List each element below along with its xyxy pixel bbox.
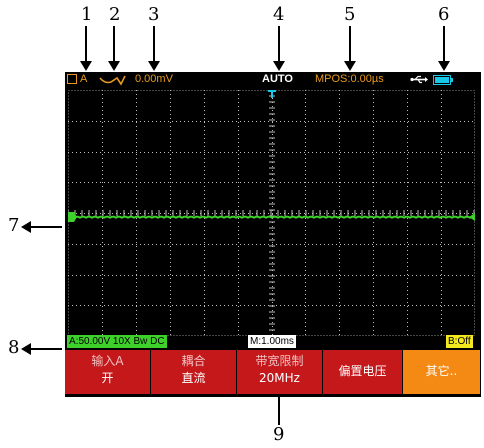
menu-coupling[interactable]: 耦合 直流 — [151, 349, 237, 394]
callout-2-arrow — [108, 26, 120, 71]
menu-bandwidth-limit[interactable]: 带宽限制 20MHz — [237, 349, 323, 394]
menu-bandwidth-value: 20MHz — [259, 371, 300, 385]
channel-a-trace — [68, 215, 474, 219]
callout-4-arrow — [273, 26, 285, 71]
channel-b-info: B:Off — [446, 335, 473, 348]
menu-offset-voltage[interactable]: 偏置电压 — [323, 349, 403, 394]
callout-1-arrow — [80, 26, 92, 71]
status-bar: A 0.00mV AUTO MPOS:0.00µs — [65, 72, 481, 88]
callout-9: 9 — [273, 424, 285, 445]
callout-1: 1 — [81, 4, 93, 25]
menu-other[interactable]: 其它.. — [403, 349, 481, 394]
callout-5-arrow — [344, 26, 356, 71]
channel-a-zero-marker[interactable] — [68, 212, 77, 222]
callout-4: 4 — [273, 4, 285, 25]
callout-5: 5 — [344, 4, 356, 25]
menu-input-a-value: 开 — [101, 371, 114, 385]
menu-coupling-value: 直流 — [181, 371, 206, 385]
usb-icon — [410, 75, 428, 84]
menu-offset-title: 偏置电压 — [338, 364, 387, 378]
callout-6-arrow — [438, 26, 450, 71]
trigger-position-marker[interactable] — [268, 90, 276, 98]
trigger-level-marker[interactable] — [469, 213, 475, 221]
menu-input-a[interactable]: 输入A 开 — [65, 349, 151, 394]
menu-input-a-title: 输入A — [91, 354, 124, 368]
callout-2: 2 — [109, 4, 121, 25]
menu-other-title: 其它.. — [425, 364, 458, 378]
battery-icon — [433, 75, 453, 85]
callout-3-arrow — [148, 26, 160, 71]
trigger-source: A — [80, 73, 88, 85]
softkey-menu: 输入A 开 耦合 直流 带宽限制 20MHz 偏置电压 其它.. — [65, 349, 481, 394]
main-position: MPOS:0.00µs — [315, 73, 384, 85]
menu-coupling-title: 耦合 — [181, 354, 206, 368]
timebase-info: M:1.00ms — [248, 335, 296, 348]
callout-3: 3 — [148, 4, 160, 25]
graticule — [68, 90, 475, 336]
menu-bandwidth-title: 带宽限制 — [255, 354, 304, 368]
rising-edge-icon — [99, 75, 126, 86]
oscilloscope-screen: A 0.00mV AUTO MPOS:0.00µs A:50.00V 10X B… — [65, 72, 481, 397]
waveform-plot — [68, 90, 475, 336]
callout-6: 6 — [438, 4, 450, 25]
callout-8: 8 — [8, 337, 20, 358]
callout-7-arrow — [21, 221, 62, 233]
callout-7: 7 — [8, 215, 20, 236]
trigger-icon — [67, 74, 77, 84]
trigger-level: 0.00mV — [135, 73, 173, 85]
callout-8-arrow — [21, 343, 62, 355]
acquire-mode: AUTO — [262, 73, 293, 85]
channel-a-info: A:50.00V 10X Bw DC — [67, 335, 167, 348]
